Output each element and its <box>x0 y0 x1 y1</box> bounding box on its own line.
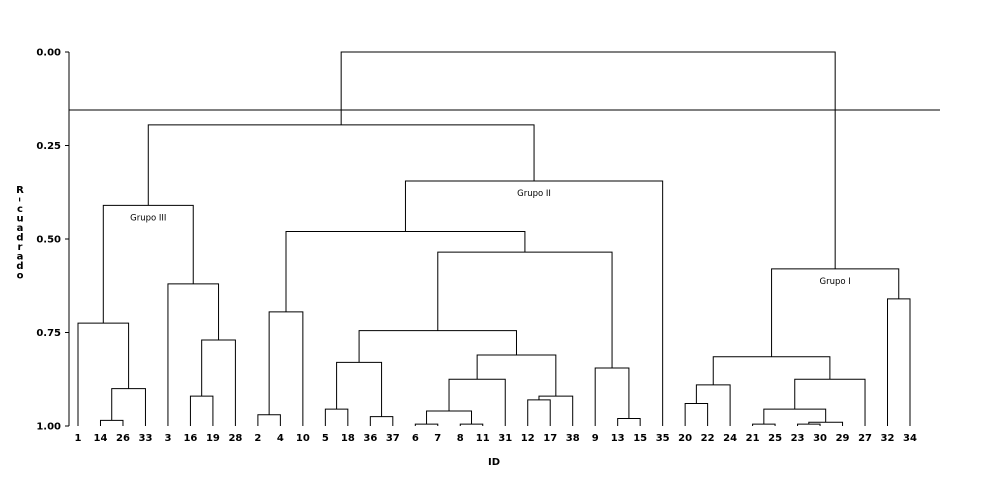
merge-link <box>527 399 551 426</box>
y-axis-label-char: a <box>17 252 24 263</box>
merge-link <box>268 311 304 426</box>
y-tick-label: 1.00 <box>36 422 61 433</box>
leaf-label: 23 <box>791 433 805 444</box>
y-axis-label-char: a <box>17 223 24 234</box>
merge-link <box>358 330 517 363</box>
merge-link <box>695 384 731 426</box>
leaf-label: 25 <box>768 433 782 444</box>
merge-link <box>684 403 709 426</box>
leaf-label: 20 <box>678 433 692 444</box>
merge-link <box>794 378 866 426</box>
leaf-label: 36 <box>363 433 377 444</box>
group-label: Grupo II <box>517 189 551 199</box>
merge-link <box>201 339 236 426</box>
leaf-label: 19 <box>206 433 220 444</box>
y-tick-label: 0.75 <box>36 328 61 339</box>
merge-link <box>712 356 831 385</box>
leaf-label: 3 <box>164 433 171 444</box>
y-axis-label-char: u <box>16 214 23 225</box>
leaf-label: 30 <box>813 433 827 444</box>
group-label: Grupo III <box>130 213 166 223</box>
leaf-label: 35 <box>656 433 670 444</box>
merge-link <box>426 410 473 425</box>
merge-link <box>752 423 776 426</box>
merge-link <box>414 423 439 426</box>
leaf-label: 1 <box>75 433 82 444</box>
merge-link <box>887 298 911 426</box>
y-axis-label-char: d <box>16 261 23 272</box>
merge-link <box>99 419 124 426</box>
merge-link <box>189 395 214 426</box>
merge-link <box>594 367 630 426</box>
leaf-label: 10 <box>296 433 310 444</box>
merge-link <box>437 251 613 369</box>
leaf-label: 17 <box>543 433 557 444</box>
merge-link <box>324 408 349 426</box>
merge-link <box>340 51 836 269</box>
leaf-label: 29 <box>836 433 850 444</box>
merge-link <box>285 231 526 312</box>
leaf-label: 8 <box>457 433 464 444</box>
merge-link <box>336 361 383 417</box>
leaf-label: 11 <box>476 433 490 444</box>
merge-link <box>459 423 484 426</box>
y-axis-label-char: R <box>16 185 24 196</box>
leaf-label: 26 <box>116 433 130 444</box>
leaf-label: 22 <box>701 433 715 444</box>
merge-link <box>77 322 130 426</box>
merge-link <box>476 354 557 397</box>
merge-link <box>617 418 641 426</box>
leaf-label: 2 <box>254 433 261 444</box>
leaf-label: 37 <box>386 433 400 444</box>
merge-link <box>538 395 574 426</box>
y-axis-label-char: o <box>17 271 24 282</box>
leaf-label: 31 <box>498 433 512 444</box>
x-axis-label: ID <box>488 457 500 468</box>
leaf-label: 28 <box>228 433 242 444</box>
leaf-label: 12 <box>521 433 535 444</box>
y-tick-group: 0.00 0.25 0.50 0.75 1.00 <box>36 48 69 433</box>
leaf-label: 9 <box>592 433 599 444</box>
leaf-label: 6 <box>412 433 419 444</box>
y-tick-label: 0.50 <box>36 235 61 246</box>
merge-link <box>167 283 220 426</box>
group-label-group: Grupo III Grupo II Grupo I <box>130 189 851 287</box>
group-label: Grupo I <box>820 277 851 287</box>
leaf-label: 15 <box>633 433 647 444</box>
leaf-label: 21 <box>746 433 760 444</box>
leaf-label: 7 <box>434 433 441 444</box>
y-tick-label: 0.25 <box>36 141 61 152</box>
leaf-label: 27 <box>858 433 872 444</box>
y-axis-label-char: c <box>17 204 23 215</box>
merge-link <box>404 180 664 426</box>
y-axis-label-char: – <box>14 197 25 202</box>
leaf-label: 16 <box>183 433 197 444</box>
merge-link <box>257 414 281 426</box>
dendrogram-links <box>77 51 911 426</box>
leaf-label: 38 <box>566 433 580 444</box>
merge-link <box>797 423 821 426</box>
leaf-label: 4 <box>277 433 284 444</box>
y-axis-label-char: d <box>16 233 23 244</box>
leaf-label: 13 <box>611 433 625 444</box>
merge-link <box>147 124 535 206</box>
merge-link <box>448 378 506 426</box>
leaf-label: 5 <box>322 433 329 444</box>
leaf-label: 18 <box>341 433 355 444</box>
y-axis-label-char: r <box>18 242 23 253</box>
leaf-label: 24 <box>723 433 737 444</box>
y-tick-label: 0.00 <box>36 48 61 59</box>
leaf-label: 33 <box>138 433 152 444</box>
leaf-label: 32 <box>881 433 895 444</box>
merge-link <box>369 416 394 426</box>
leaf-label-group: 1 14 26 33 3 16 19 28 2 4 10 5 18 36 37 6 7 8 11 31 12 17 38 9 1… <box>75 433 917 444</box>
leaf-label: 14 <box>94 433 108 444</box>
leaf-label: 34 <box>903 433 917 444</box>
